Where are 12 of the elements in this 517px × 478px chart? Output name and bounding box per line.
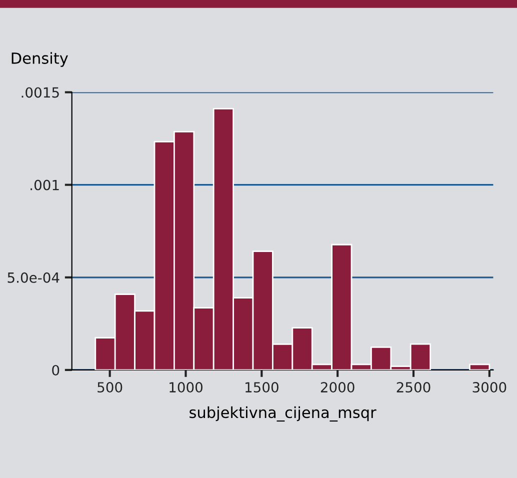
y-tick-label: 5.0e-04 <box>8 272 60 283</box>
y-tick-label: .001 <box>30 180 59 190</box>
x-tick-label: 2500 <box>396 382 430 393</box>
x-tick-label: 500 <box>98 382 122 393</box>
y-tick-label: 0 <box>52 364 60 376</box>
y-tick-label: .0015 <box>22 87 59 98</box>
x-tick-label: 1000 <box>170 382 202 393</box>
x-tick-label: 1500 <box>246 382 278 393</box>
y-axis-title: Density <box>12 52 68 67</box>
x-tick-label: 3000 <box>472 382 506 393</box>
x-axis-title: subjektivna_cijena_msqr <box>190 406 376 422</box>
x-tick-label: 2000 <box>320 382 354 393</box>
